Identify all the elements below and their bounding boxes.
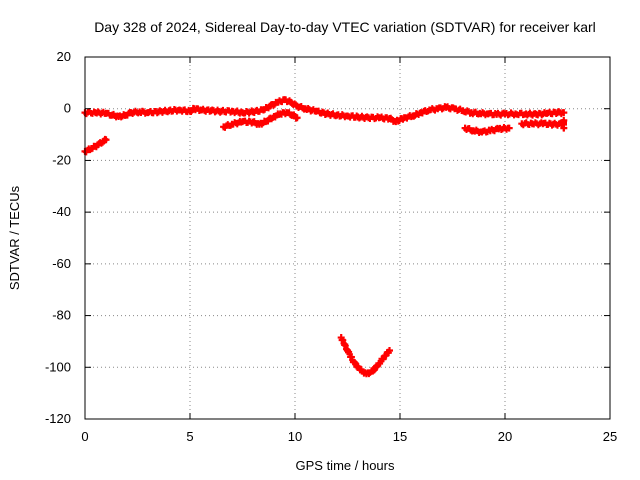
x-tick-label: 15 (393, 429, 407, 444)
data-points (81, 96, 568, 378)
x-tick-label: 0 (81, 429, 88, 444)
series-segment-20-23h (518, 116, 568, 132)
y-tick-label: -60 (52, 256, 71, 271)
y-tick-label: -40 (52, 204, 71, 219)
data-point (102, 136, 110, 144)
data-point (293, 114, 301, 122)
y-tick-label: 0 (64, 101, 71, 116)
y-tick-label: -120 (45, 411, 71, 426)
data-point (560, 124, 568, 132)
y-tick-label: -20 (52, 152, 71, 167)
series-deep-dip (337, 334, 393, 378)
plot-frame (84, 56, 611, 420)
series-lower-arc-6-10h (220, 109, 301, 131)
x-tick-label: 25 (603, 429, 617, 444)
y-tick-label: -80 (52, 308, 71, 323)
data-point (560, 109, 568, 117)
data-point (505, 124, 513, 132)
x-tick-label: 10 (288, 429, 302, 444)
x-tick-label: 5 (186, 429, 193, 444)
chart-title: Day 328 of 2024, Sidereal Day-to-day VTE… (94, 19, 596, 35)
data-point (386, 346, 393, 354)
series-segment-18-20h (461, 124, 513, 137)
series-main-band (81, 96, 568, 126)
axis-ticks: 0 5 10 15 20 25 20 0 -20 -40 -60 -80 -100 -120 (45, 49, 617, 444)
x-tick-label: 20 (498, 429, 512, 444)
y-tick-label: 20 (57, 49, 71, 64)
series-early-segment (81, 135, 110, 156)
y-axis-label: SDTVAR / TECUs (7, 185, 22, 290)
y-tick-label: -100 (45, 359, 71, 374)
x-axis-label: GPS time / hours (296, 458, 395, 473)
